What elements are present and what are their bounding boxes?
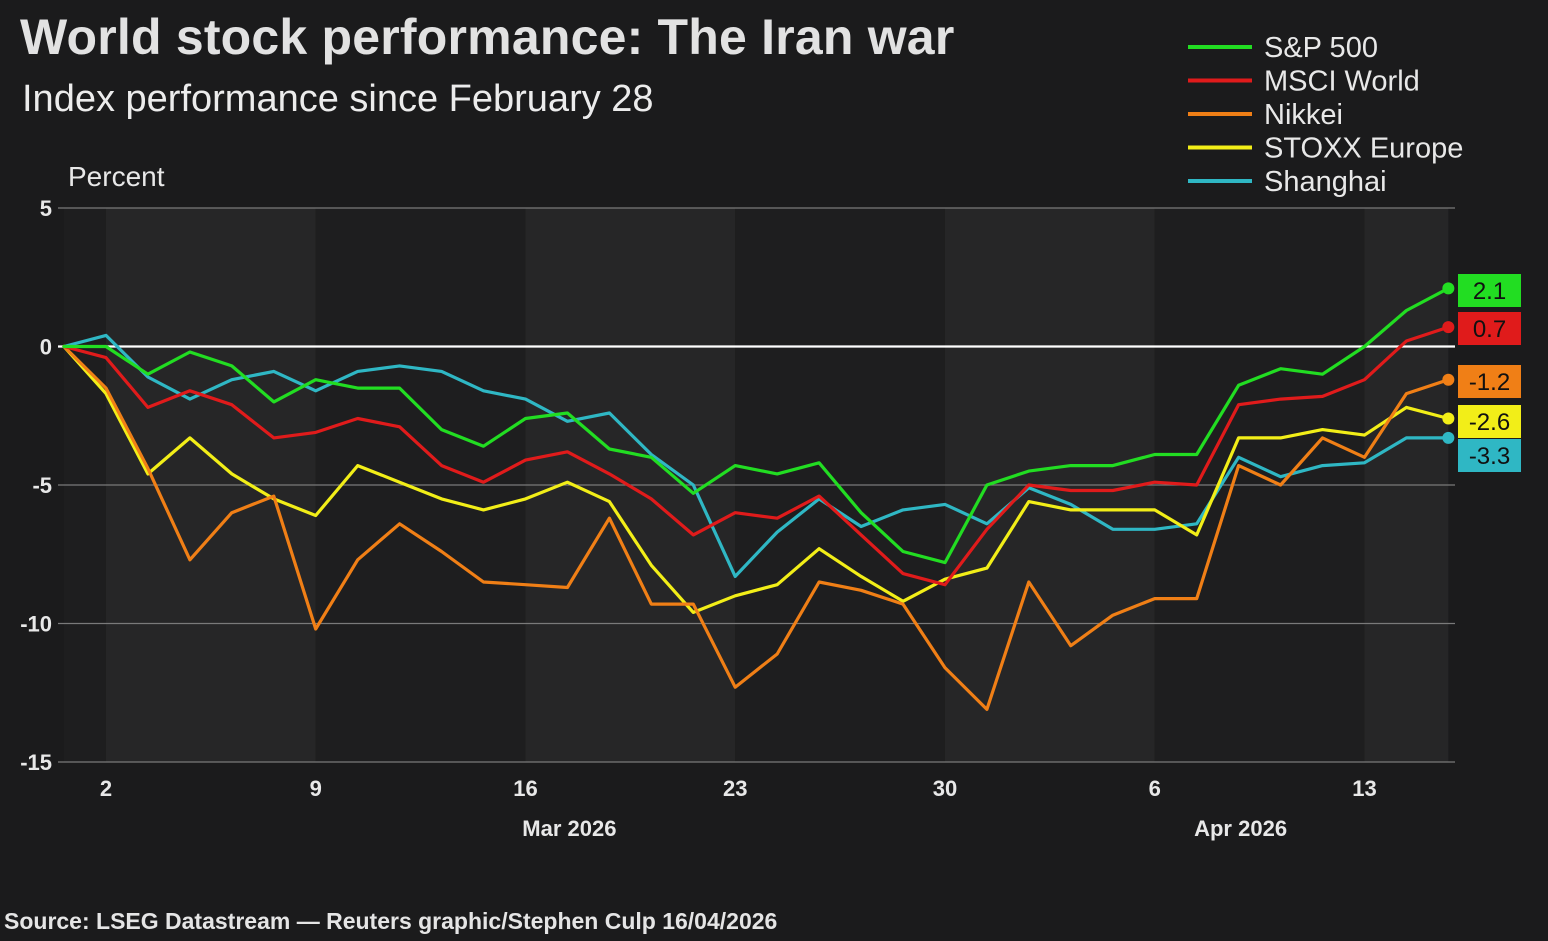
end-label-box — [1458, 405, 1521, 438]
x-tick-label: 2 — [100, 776, 112, 801]
x-tick-label: 6 — [1149, 776, 1161, 801]
end-label-value: -3.3 — [1469, 443, 1510, 470]
y-axis-label: Percent — [68, 161, 165, 192]
gridlines — [58, 207, 1455, 763]
y-axis: 5 0 -5 -10 -15 Percent — [20, 161, 165, 775]
end-label-box — [1458, 439, 1521, 472]
source-note: Source: LSEG Datastream — Reuters graphi… — [4, 908, 778, 934]
x-tick-label: 30 — [933, 776, 957, 801]
chart-subtitle: Index performance since February 28 — [22, 78, 654, 120]
end-label-box — [1458, 274, 1521, 307]
y-tick-label: 0 — [40, 335, 52, 360]
series-line-nikkei — [62, 344, 1451, 712]
x-axis: 2 9 16 23 30 6 13 Mar 2026 Apr 2026 — [100, 776, 1377, 841]
x-tick-label: 23 — [723, 776, 747, 801]
series-line-s-p-500 — [62, 286, 1451, 565]
end-label-value: 0.7 — [1473, 316, 1506, 343]
end-label-box — [1458, 312, 1521, 345]
y-tick-label: -10 — [20, 612, 52, 637]
legend-label: STOXX Europe — [1264, 133, 1463, 165]
series-end-dot — [1442, 321, 1455, 334]
series-end-dot — [1442, 431, 1455, 444]
legend-label: S&P 500 — [1264, 32, 1378, 64]
x-tick-label: 9 — [310, 776, 322, 801]
series-lines — [62, 282, 1455, 712]
series-line-stoxx-europe — [62, 344, 1451, 615]
x-tick-label: 16 — [513, 776, 537, 801]
x-month-label: Apr 2026 — [1194, 816, 1287, 841]
end-label-value: 2.1 — [1473, 278, 1506, 305]
y-tick-label: -15 — [20, 750, 52, 775]
series-end-dot — [1442, 373, 1455, 386]
legend-label: Nikkei — [1264, 99, 1343, 131]
end-label-value: -1.2 — [1469, 369, 1510, 396]
x-tick-label: 13 — [1352, 776, 1376, 801]
chart-title: World stock performance: The Iran war — [20, 9, 955, 65]
x-month-label: Mar 2026 — [522, 816, 616, 841]
end-labels: 2.1 0.7 -1.2 -2.6 -3.3 — [1458, 274, 1521, 472]
series-end-dot — [1442, 282, 1455, 295]
series-end-dot — [1442, 412, 1455, 425]
legend-label: Shanghai — [1264, 166, 1387, 198]
legend-label: MSCI World — [1264, 66, 1420, 98]
y-tick-label: 5 — [40, 196, 52, 221]
end-label-box — [1458, 365, 1521, 398]
y-tick-label: -5 — [32, 473, 52, 498]
series-line-shanghai — [62, 333, 1451, 579]
series-line-msci-world — [62, 325, 1451, 587]
end-label-value: -2.6 — [1469, 409, 1510, 436]
